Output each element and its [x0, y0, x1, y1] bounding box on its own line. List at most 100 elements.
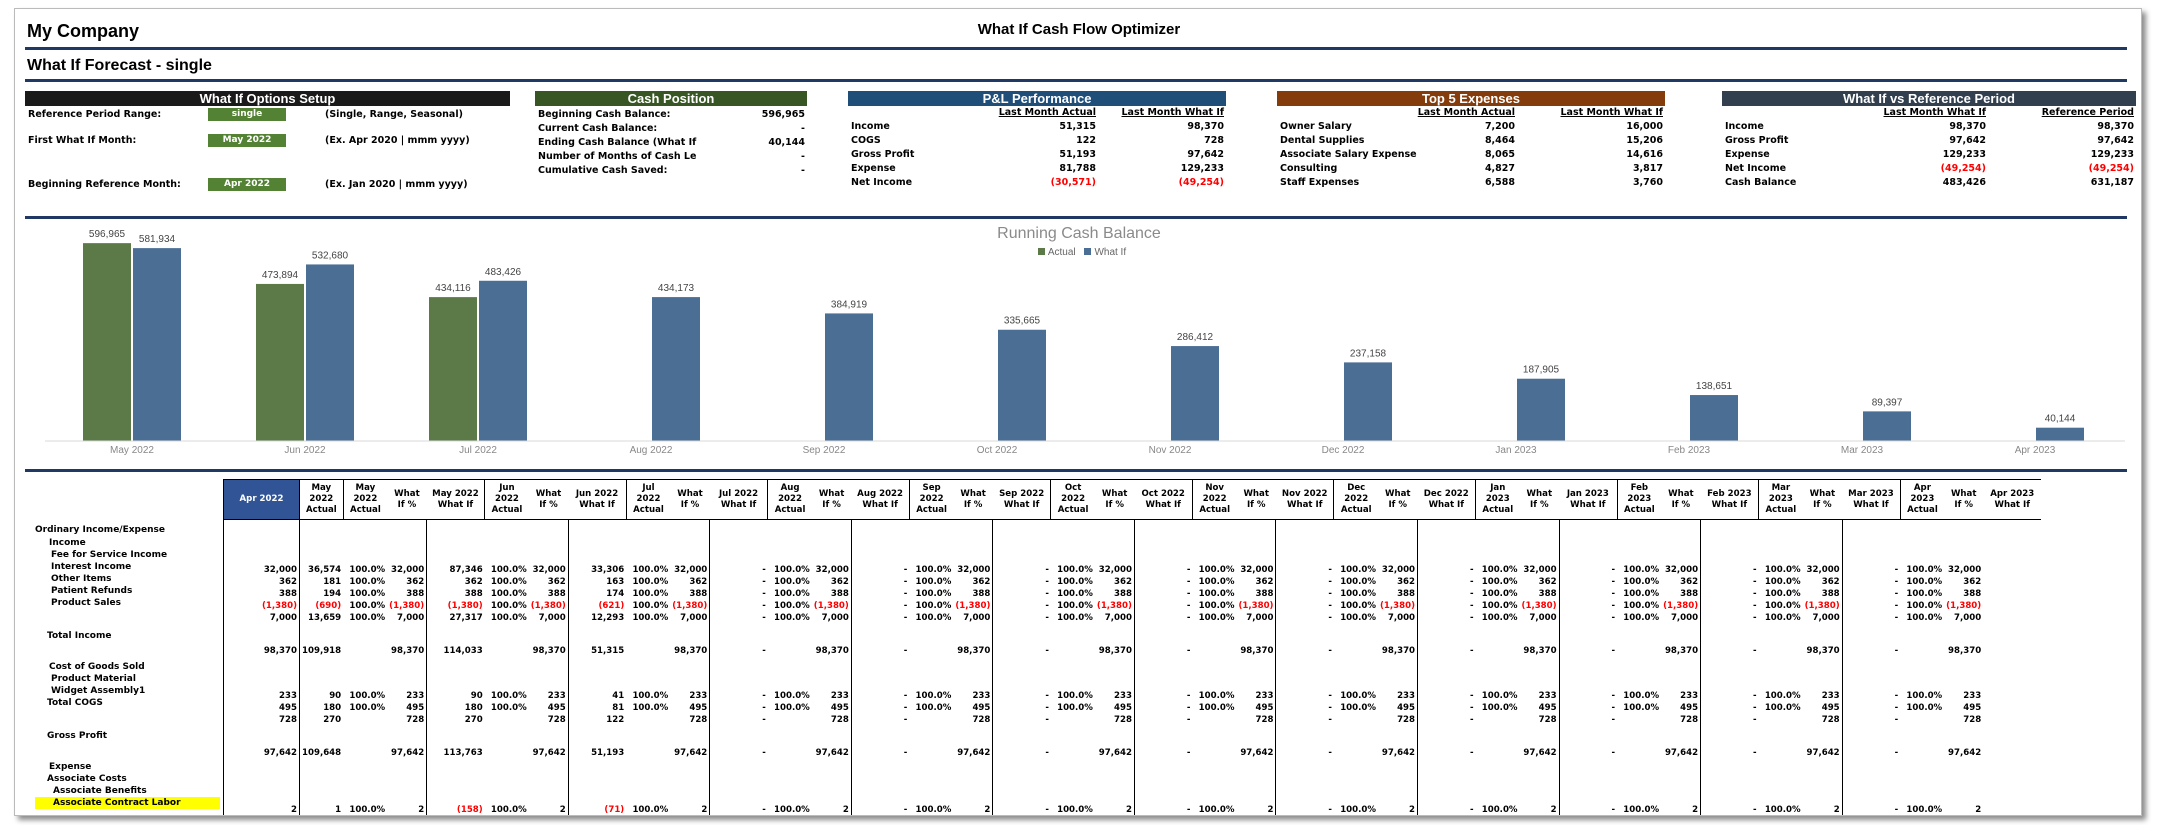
month-actual-header: Jan 2023 Actual [1475, 479, 1520, 520]
month-whatif-header: Dec 2022 What If [1417, 479, 1476, 520]
month-actual-header: Sep 2022 Actual [908, 479, 954, 520]
table-row: 495 180 100.0% 495 180 100.0% 495 81 100.0% 495-1… [223, 701, 2042, 714]
beginning-reference-month-input[interactable]: Apr 2022 [208, 178, 286, 191]
bar-whatif [1171, 346, 1219, 441]
x-tick-label: Nov 2022 [1149, 445, 1192, 456]
vsref-row: Income 98,370 98,370 [1722, 120, 2136, 134]
month-whatif-header: Mar 2023 What If [1842, 479, 1901, 520]
vsref-row: Cash Balance 483,426 631,187 [1722, 176, 2136, 190]
vsref-value-a: 483,426 [1942, 177, 1986, 188]
pl-label: COGS [851, 135, 881, 146]
cash-row: Number of Months of Cash Le - [535, 150, 807, 164]
first-whatif-month-input[interactable]: May 2022 [208, 134, 286, 147]
x-tick-label: Dec 2022 [1322, 445, 1365, 456]
cash-value: 596,965 [761, 109, 805, 120]
vsref-label: Expense [1725, 149, 1770, 160]
bar-actual [429, 297, 477, 441]
x-tick-label: Apr 2023 [2015, 445, 2056, 456]
vsref-value-b: 129,233 [2090, 149, 2134, 160]
divider [25, 79, 2127, 82]
legend-swatch-whatif [1084, 248, 1092, 255]
running-cash-balance-chart: 596,965 581,934 May 2022 473,894 532,680 Jun … [45, 229, 2125, 456]
month-whatif-header: Nov 2022 What If [1275, 479, 1334, 520]
month-whatif-header: Feb 2023 What If [1700, 479, 1759, 520]
vsref-row: Gross Profit 97,642 97,642 [1722, 134, 2136, 148]
month-actual-header: Oct 2022 Actual [1050, 479, 1095, 520]
pl-heading: P&L Performance [848, 91, 1226, 106]
chart-title: Running Cash Balance [997, 225, 1161, 242]
cash-position-heading: Cash Position [535, 91, 807, 106]
month-whatif-header: Jan 2023 What If [1559, 479, 1618, 520]
reference-range-input[interactable]: single [208, 108, 286, 121]
row-label: Associate Costs [47, 774, 127, 784]
top5-value-a: 8,065 [1484, 149, 1515, 160]
option-label: First What If Month: [28, 135, 137, 146]
month-actual-header: May 2022 Actual [299, 479, 344, 520]
row-label: Income [49, 538, 86, 548]
top5-row: Staff Expenses 6,588 3,760 [1277, 176, 1665, 190]
pl-value-b: 97,642 [1187, 149, 1224, 160]
cash-row: Cumulative Cash Saved: - [535, 164, 807, 178]
vsref-value-a: (49,254) [1940, 163, 1986, 174]
vsref-value-b: 97,642 [2097, 135, 2134, 146]
bar-label-whatif: 384,919 [831, 299, 868, 310]
whatif-pct-header: What If % [1236, 479, 1276, 520]
row-label: Total COGS [47, 698, 103, 708]
pl-col1: Last Month Actual [998, 107, 1096, 118]
row-label: Associate Contract Labor [35, 797, 220, 809]
pl-row: Expense 81,788 129,233 [848, 162, 1226, 176]
row-label [35, 709, 220, 721]
month-whatif-header: Oct 2022 What If [1134, 479, 1193, 520]
row-label: Total Income [47, 631, 112, 641]
vsref-value-b: 631,187 [2090, 177, 2134, 188]
vsref-label: Income [1725, 121, 1764, 132]
top5-row: Owner Salary 7,200 16,000 [1277, 120, 1665, 134]
bar-label-actual: 434,116 [435, 283, 471, 294]
whatif-pct-header: What If % [528, 479, 569, 520]
cash-label: Current Cash Balance: [538, 123, 658, 134]
top5-expenses-panel: Top 5 Expenses Last Month Actual Last Mo… [1277, 91, 1665, 190]
month-whatif-header: Jul 2022 What If [709, 479, 768, 520]
bar-label-actual: 473,894 [262, 270, 299, 281]
bar-actual [83, 243, 131, 441]
bar-whatif [306, 264, 354, 441]
top5-label: Associate Salary Expense [1280, 149, 1417, 160]
row-label: Fee for Service Income [51, 550, 168, 560]
whatif-pct-header: What If % [1519, 479, 1560, 520]
row-label [35, 609, 220, 621]
bar-whatif [998, 329, 1046, 441]
top5-row: Dental Supplies 8,464 15,206 [1277, 134, 1665, 148]
x-tick-label: Aug 2022 [630, 445, 673, 456]
vsref-col2: Reference Period [2041, 107, 2134, 118]
table-row: 388 194 100.0% 388 388 100.0% 388 174 100.0% 388-… [223, 587, 2042, 600]
vsref-row: Expense 129,233 129,233 [1722, 148, 2136, 162]
vsref-value-a: 129,233 [1942, 149, 1986, 160]
pl-label: Net Income [851, 177, 913, 188]
row-label: Gross Profit [47, 731, 108, 741]
bar-label-whatif: 40,144 [2045, 414, 2076, 425]
row-label: Other Items [51, 574, 112, 584]
whatif-pct-header: What If % [953, 479, 993, 520]
bar-label-whatif: 237,158 [1350, 348, 1387, 359]
chart-legend: Actual What If [15, 247, 2141, 258]
table-row: 233 90 100.0% 233 90 100.0% 233 41 100.0% 233-100… [223, 689, 2042, 702]
row-label: Associate Benefits [53, 786, 147, 796]
pl-col2: Last Month What If [1121, 107, 1225, 118]
table-row: 2 1 100.0% 2 (158) 100.0% 2 (71) 100.0% 2-100.0% 2… [223, 803, 2042, 815]
bar-label-whatif: 434,173 [658, 283, 695, 294]
forecast-title: What If Forecast - single [27, 57, 212, 74]
option-row: First What If Month: May 2022 (Ex. Apr 2… [25, 134, 510, 148]
app-title: What If Cash Flow Optimizer [977, 21, 1181, 38]
top5-value-a: 8,464 [1484, 135, 1515, 146]
whatif-pct-header: What If % [1377, 479, 1418, 520]
month-actual-header: Aug 2022 Actual [767, 479, 812, 520]
pl-row: Income 51,315 98,370 [848, 120, 1226, 134]
option-label: Reference Period Range: [28, 109, 162, 120]
divider [25, 216, 2127, 219]
month-actual-header: Jun 2022 Actual [484, 479, 529, 520]
top5-label: Staff Expenses [1280, 177, 1360, 188]
cash-label: Cumulative Cash Saved: [538, 165, 668, 176]
row-label [35, 479, 220, 519]
month-actual-header: Feb 2023 Actual [1616, 479, 1662, 520]
vsref-value-b: (49,254) [2088, 163, 2134, 174]
